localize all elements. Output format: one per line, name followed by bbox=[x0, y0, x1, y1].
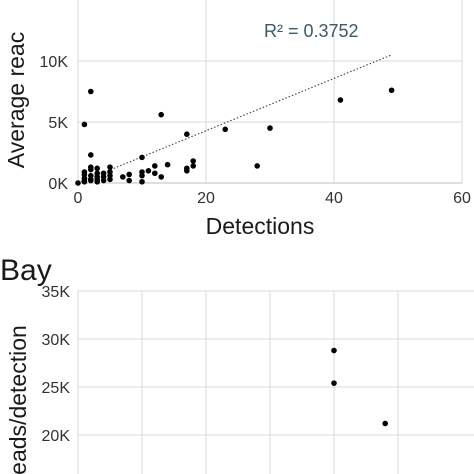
bay-data-point bbox=[331, 347, 337, 354]
bay-data-points bbox=[331, 347, 389, 427]
top-data-point bbox=[81, 169, 88, 175]
top-y-tick-label: 0K bbox=[48, 176, 68, 193]
top-data-point bbox=[107, 169, 113, 175]
top-y-tick-labels: 0K 5K 10K bbox=[40, 54, 69, 193]
top-data-point bbox=[75, 180, 81, 186]
top-x-tick-label: 40 bbox=[325, 190, 343, 207]
bay-y-tick-labels: 20K 25K 30K 35K bbox=[42, 284, 71, 445]
top-data-point bbox=[388, 87, 395, 94]
top-data-point bbox=[158, 174, 164, 180]
top-data-point bbox=[152, 170, 158, 177]
top-data-point bbox=[100, 170, 107, 177]
top-data-point bbox=[139, 154, 145, 161]
top-data-point bbox=[81, 121, 88, 128]
top-y-tick-label: 10K bbox=[40, 54, 69, 71]
top-data-point bbox=[88, 152, 94, 158]
top-data-points bbox=[75, 87, 395, 186]
bay-scatter-chart: Bay 20K 25K 30K 35K eads/detection bbox=[0, 254, 474, 474]
top-data-point bbox=[88, 164, 94, 170]
bay-y-tick-label: 25K bbox=[42, 380, 71, 397]
top-x-tick-label: 20 bbox=[197, 190, 215, 207]
bay-y-tick-label: 35K bbox=[42, 284, 71, 301]
x-axis-label: Detections bbox=[206, 213, 315, 239]
top-data-point bbox=[158, 111, 164, 118]
r-squared-annotation: R² = 0.3752 bbox=[264, 21, 359, 41]
top-data-point bbox=[145, 168, 152, 174]
top-data-point bbox=[94, 170, 100, 177]
top-data-point bbox=[190, 158, 196, 164]
top-data-point bbox=[267, 125, 273, 131]
top-data-point bbox=[152, 163, 158, 169]
top-data-point bbox=[88, 172, 94, 179]
bay-y-axis-label: eads/detection bbox=[5, 325, 31, 474]
top-data-point bbox=[254, 163, 260, 169]
top-data-point bbox=[120, 174, 126, 180]
top-data-point bbox=[190, 163, 196, 169]
top-data-point bbox=[184, 165, 190, 172]
top-scatter-chart: 0K 5K 10K 0 20 40 60 R² = 0.3752 Detections A… bbox=[3, 0, 471, 239]
bay-y-tick-label: 30K bbox=[42, 332, 71, 349]
top-x-tick-label: 0 bbox=[74, 190, 83, 207]
top-data-point bbox=[139, 178, 145, 185]
chart-title: Bay bbox=[0, 254, 52, 287]
top-data-point bbox=[126, 171, 132, 178]
bay-data-point bbox=[382, 420, 389, 427]
top-data-point bbox=[126, 177, 132, 184]
trendline bbox=[77, 54, 392, 184]
bay-y-tick-label: 20K bbox=[42, 428, 71, 445]
top-data-point bbox=[88, 88, 94, 95]
top-data-point bbox=[107, 164, 113, 170]
top-x-tick-labels: 0 20 40 60 bbox=[74, 190, 471, 207]
top-y-tick-label: 5K bbox=[48, 115, 68, 132]
top-data-point bbox=[164, 161, 171, 168]
bay-gridlines bbox=[77, 290, 474, 474]
top-data-point bbox=[94, 165, 100, 172]
y-axis-label: Average reac bbox=[3, 32, 29, 168]
top-data-point bbox=[337, 97, 344, 103]
top-data-point bbox=[139, 169, 145, 175]
top-data-point bbox=[222, 126, 228, 133]
top-gridlines bbox=[77, 0, 463, 183]
top-data-point bbox=[184, 131, 190, 137]
top-x-tick-label: 60 bbox=[453, 190, 471, 207]
bay-data-point bbox=[331, 380, 337, 386]
